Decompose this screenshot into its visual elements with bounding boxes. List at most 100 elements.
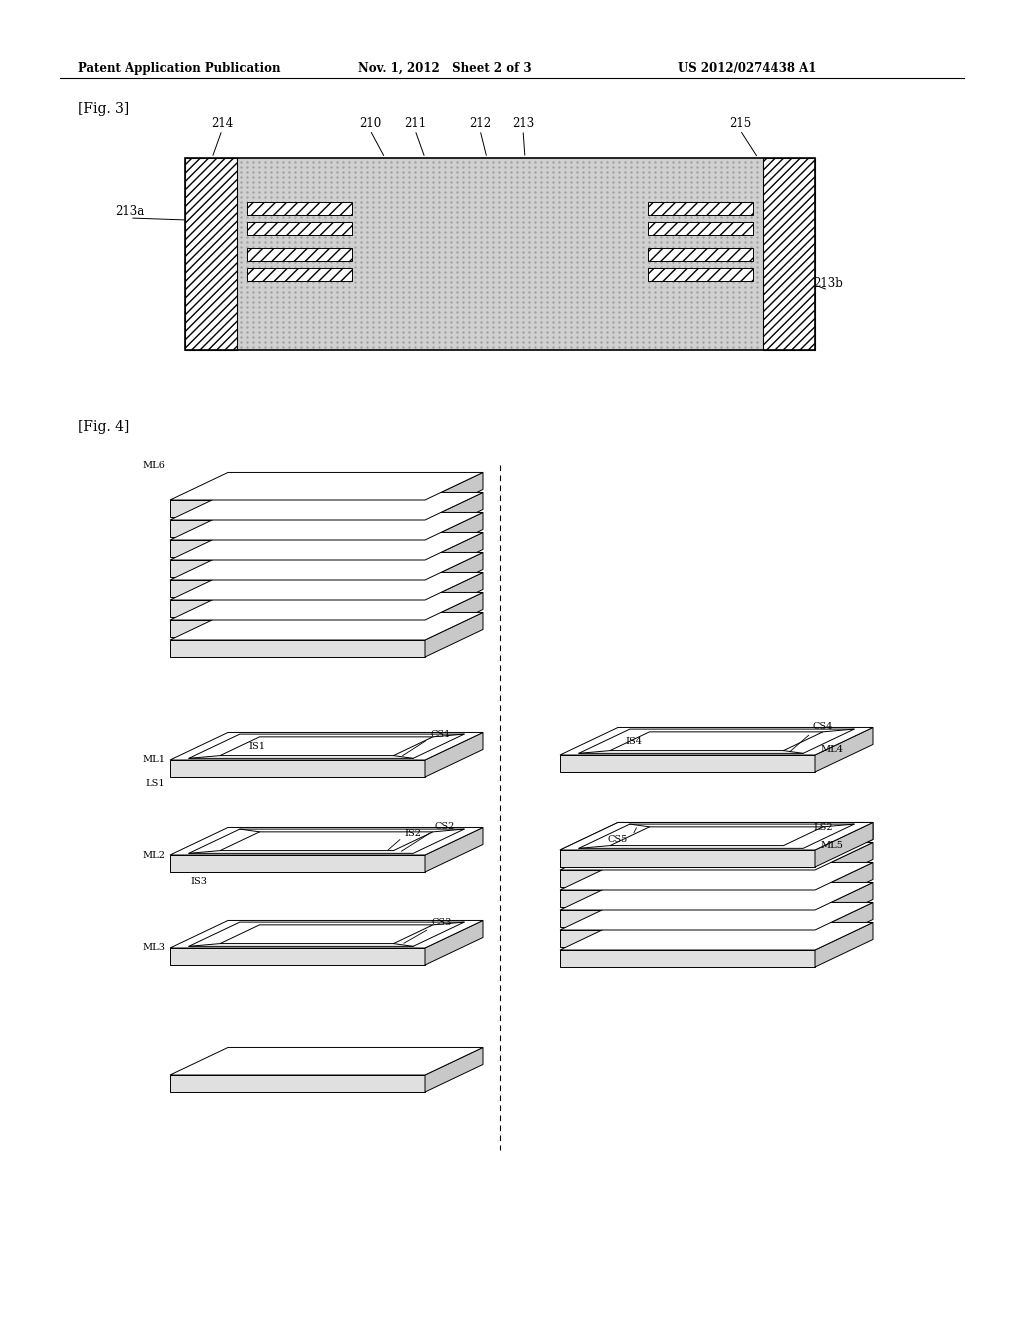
Polygon shape: [560, 822, 873, 850]
Polygon shape: [170, 593, 483, 620]
Polygon shape: [560, 923, 873, 950]
Polygon shape: [815, 923, 873, 968]
Polygon shape: [815, 883, 873, 927]
Polygon shape: [170, 855, 425, 873]
Bar: [648, 268, 753, 281]
Polygon shape: [425, 492, 483, 537]
Text: ML5: ML5: [820, 841, 843, 850]
Text: CS3: CS3: [431, 917, 452, 927]
Polygon shape: [170, 640, 425, 657]
Text: CS1: CS1: [430, 730, 451, 739]
Polygon shape: [170, 620, 425, 638]
Polygon shape: [560, 931, 815, 946]
Polygon shape: [560, 903, 873, 931]
Polygon shape: [170, 560, 425, 577]
Polygon shape: [815, 842, 873, 887]
Text: 214: 214: [211, 117, 233, 129]
Bar: [237, 158, 763, 350]
Polygon shape: [425, 573, 483, 616]
Text: LS1: LS1: [145, 779, 165, 788]
Text: [Fig. 4]: [Fig. 4]: [78, 420, 129, 434]
Polygon shape: [560, 883, 873, 909]
Bar: [185, 158, 815, 350]
Bar: [185, 158, 237, 350]
Polygon shape: [170, 733, 483, 760]
Polygon shape: [170, 920, 483, 948]
Text: IS4: IS4: [626, 737, 642, 746]
Polygon shape: [170, 601, 425, 616]
Polygon shape: [425, 473, 483, 517]
Text: Nov. 1, 2012   Sheet 2 of 3: Nov. 1, 2012 Sheet 2 of 3: [358, 62, 531, 75]
Polygon shape: [425, 512, 483, 557]
Bar: [247, 248, 352, 261]
Bar: [763, 158, 815, 350]
Text: ML2: ML2: [142, 850, 165, 859]
Polygon shape: [170, 553, 483, 579]
Text: ML6: ML6: [820, 836, 843, 845]
Polygon shape: [170, 532, 483, 560]
Polygon shape: [560, 727, 873, 755]
Text: ML4: ML4: [820, 746, 843, 755]
Text: US 2012/0274438 A1: US 2012/0274438 A1: [678, 62, 816, 75]
Text: ML3: ML3: [142, 944, 165, 953]
Text: IS2: IS2: [404, 829, 421, 838]
Text: ML6: ML6: [142, 462, 165, 470]
Polygon shape: [170, 828, 483, 855]
Bar: [648, 202, 753, 215]
Text: IS3: IS3: [190, 876, 207, 886]
Polygon shape: [170, 1048, 483, 1074]
Text: CS2: CS2: [434, 822, 455, 830]
Polygon shape: [425, 553, 483, 597]
Text: Patent Application Publication: Patent Application Publication: [78, 62, 281, 75]
Text: 212: 212: [469, 117, 492, 129]
Text: IS1: IS1: [248, 742, 265, 751]
Polygon shape: [560, 890, 815, 907]
Polygon shape: [815, 903, 873, 946]
Text: 210: 210: [358, 117, 381, 129]
Polygon shape: [170, 500, 425, 517]
Polygon shape: [560, 950, 815, 968]
Bar: [247, 202, 352, 215]
Polygon shape: [170, 512, 483, 540]
Bar: [648, 222, 753, 235]
Polygon shape: [815, 822, 873, 867]
Polygon shape: [425, 828, 483, 873]
Polygon shape: [815, 862, 873, 907]
Polygon shape: [560, 850, 815, 867]
Polygon shape: [425, 532, 483, 577]
Polygon shape: [560, 755, 815, 772]
Polygon shape: [560, 870, 815, 887]
Text: LS2: LS2: [813, 822, 833, 832]
Text: 213b: 213b: [813, 277, 843, 290]
Text: 215: 215: [729, 117, 752, 129]
Polygon shape: [170, 579, 425, 597]
Text: 213a: 213a: [116, 205, 144, 218]
Polygon shape: [560, 909, 815, 927]
Text: CS4: CS4: [813, 722, 834, 731]
Bar: [247, 222, 352, 235]
Text: 211: 211: [403, 117, 426, 129]
Polygon shape: [170, 948, 425, 965]
Polygon shape: [560, 862, 873, 890]
Polygon shape: [560, 850, 815, 867]
Polygon shape: [560, 842, 873, 870]
Polygon shape: [815, 822, 873, 867]
Polygon shape: [170, 473, 483, 500]
Polygon shape: [170, 540, 425, 557]
Polygon shape: [170, 520, 425, 537]
Text: [Fig. 3]: [Fig. 3]: [78, 102, 129, 116]
Text: ML1: ML1: [142, 755, 165, 764]
Polygon shape: [425, 593, 483, 638]
Polygon shape: [170, 573, 483, 601]
Bar: [648, 248, 753, 261]
Polygon shape: [425, 612, 483, 657]
Polygon shape: [170, 760, 425, 777]
Bar: [247, 268, 352, 281]
Text: CS5: CS5: [607, 836, 628, 845]
Polygon shape: [170, 1074, 425, 1092]
Polygon shape: [560, 822, 873, 850]
Polygon shape: [425, 733, 483, 777]
Polygon shape: [170, 492, 483, 520]
Polygon shape: [170, 612, 483, 640]
Polygon shape: [815, 727, 873, 772]
